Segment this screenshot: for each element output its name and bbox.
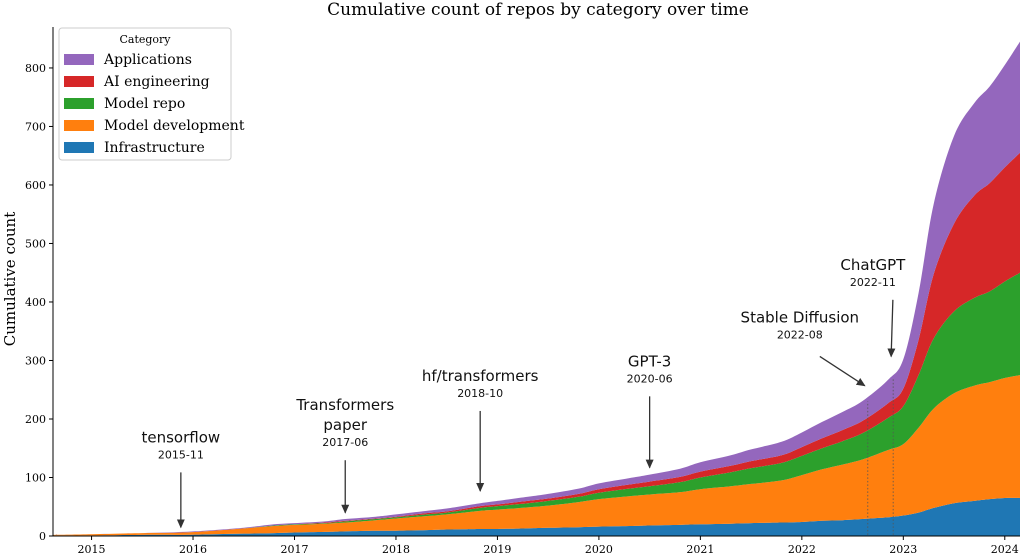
legend-swatch — [64, 120, 94, 131]
y-tick-label: 700 — [25, 120, 46, 133]
annotation-label: Stable Diffusion — [741, 308, 860, 326]
annotation-label: ChatGPT — [840, 256, 906, 274]
annotation-label: hf/transformers — [422, 367, 539, 385]
y-tick-label: 400 — [25, 296, 46, 309]
x-tick-label: 2023 — [889, 543, 917, 556]
area-model-repo — [53, 272, 1020, 535]
legend-title: Category — [119, 33, 171, 46]
annotation-label: Transformers — [295, 396, 394, 414]
legend-swatch — [64, 54, 94, 65]
x-tick-label: 2015 — [78, 543, 106, 556]
annotation-label: GPT-3 — [628, 352, 671, 370]
legend-label: Applications — [103, 52, 192, 68]
legend-swatch — [64, 76, 94, 87]
annotation-date: 2015-11 — [158, 448, 204, 461]
x-tick-label: 2018 — [382, 543, 410, 556]
axes: 0 100 200 300 400 500 600 700 800 2015 2016 2017 201… — [25, 27, 1020, 556]
y-tick-label: 0 — [39, 530, 46, 543]
annotation-stable-diffusion: Stable Diffusion 2022-08 — [741, 308, 866, 387]
annotation-transformers-paper: Transformers paper 2017-06 — [295, 396, 394, 514]
annotation-arrow — [887, 299, 896, 358]
annotation-date: 2022-11 — [850, 276, 896, 289]
x-tick-label: 2021 — [686, 543, 714, 556]
x-tick-label: 2016 — [179, 543, 207, 556]
legend-label: Infrastructure — [104, 140, 205, 156]
legend-box — [58, 27, 232, 161]
legend: Category Applications AI engineering Model … — [58, 27, 245, 161]
legend-label: Model development — [104, 118, 245, 134]
annotation-tensorflow: tensorflow 2015-11 — [142, 428, 221, 529]
legend-label: Model repo — [104, 96, 185, 112]
stacked-areas — [53, 41, 1020, 536]
chart-title: Cumulative count of repos by category ov… — [327, 0, 749, 20]
annotation-date: 2020-06 — [627, 372, 673, 385]
x-tick-label: 2017 — [280, 543, 308, 556]
annotation-date: 2018-10 — [457, 387, 503, 400]
y-tick-label: 600 — [25, 179, 46, 192]
y-tick-label: 500 — [25, 237, 46, 250]
x-tick-label: 2024 — [991, 543, 1019, 556]
x-tick-label: 2019 — [483, 543, 511, 556]
y-axis-label: Cumulative count — [1, 212, 19, 347]
x-tick-label: 2020 — [585, 543, 613, 556]
y-tick-label: 200 — [25, 413, 46, 426]
event-guide-lines — [867, 378, 894, 535]
area-infrastructure — [53, 497, 1020, 536]
legend-swatch — [64, 98, 94, 109]
annotation-label: paper — [323, 416, 367, 434]
legend-swatch — [64, 142, 94, 153]
y-tick-label: 100 — [25, 471, 46, 484]
annotation-arrow — [819, 355, 866, 387]
annotation-gpt-3: GPT-3 2020-06 — [627, 352, 673, 469]
y-tick-label: 800 — [25, 62, 46, 75]
annotation-label: tensorflow — [142, 428, 221, 446]
legend-label: AI engineering — [103, 74, 210, 90]
annotation-chatgpt: ChatGPT 2022-11 — [840, 256, 906, 358]
annotation-date: 2017-06 — [322, 436, 368, 449]
area-model-development — [53, 375, 1020, 536]
annotation-date: 2022-08 — [777, 328, 823, 341]
annotation-hf-transformers: hf/transformers 2018-10 — [422, 367, 539, 493]
y-tick-label: 300 — [25, 354, 46, 367]
x-tick-label: 2022 — [788, 543, 816, 556]
event-annotations: tensorflow 2015-11 Transformers paper 2017-0… — [142, 256, 906, 529]
